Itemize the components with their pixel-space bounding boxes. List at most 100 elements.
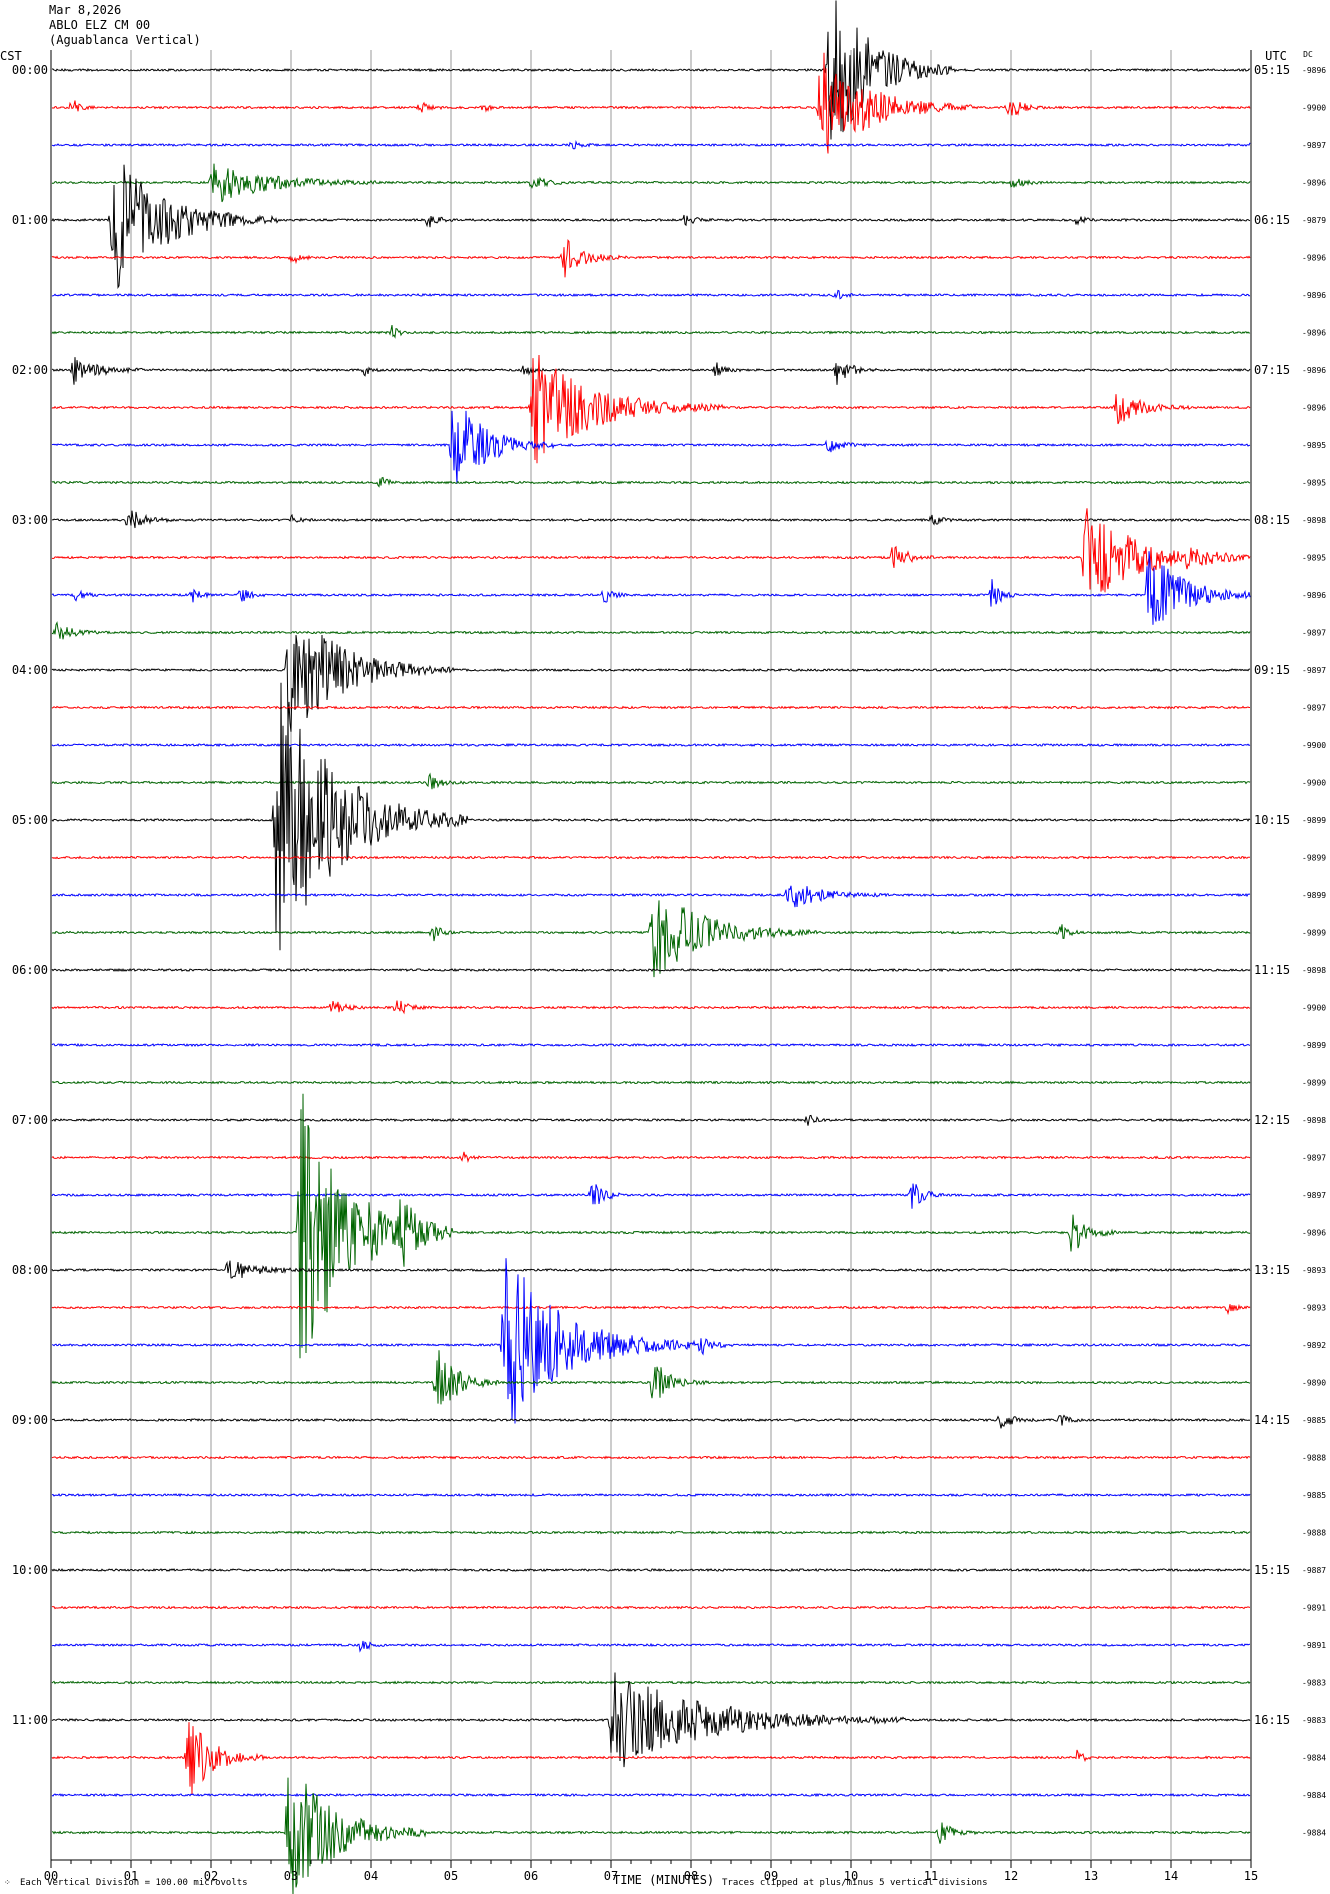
dc-offset-label: -9888 (1302, 1454, 1326, 1463)
dc-offset-label: -9899 (1302, 1041, 1326, 1050)
trace-line-black (51, 1260, 1251, 1279)
left-time-label: 11:00 (12, 1713, 48, 1727)
seismic-traces (51, 0, 1251, 1894)
trace-line-black (51, 634, 1251, 732)
trace-line-green (51, 1680, 1251, 1685)
dc-offset-label: -9884 (1302, 1791, 1326, 1800)
dc-offset-label: -9885 (1302, 1491, 1326, 1500)
right-timezone-label: UTC (1265, 49, 1287, 63)
x-tick-label: 05 (444, 1869, 458, 1883)
right-time-label: 06:15 (1254, 213, 1290, 227)
trace-line-blue (51, 1042, 1251, 1048)
dc-offset-label: -9896 (1302, 66, 1326, 75)
x-tick-label: 04 (364, 1869, 378, 1883)
trace-line-green (51, 900, 1251, 978)
trace-line-black (51, 357, 1251, 385)
trace-line-black (52, 0, 1251, 140)
left-time-label: 09:00 (12, 1413, 48, 1427)
dc-offset-label: -9879 (1302, 216, 1326, 225)
dc-offset-label: -9895 (1302, 479, 1326, 488)
dc-offset-label: -9897 (1302, 629, 1326, 638)
dc-offset-label: -9898 (1302, 1116, 1326, 1125)
trace-line-green (51, 1093, 1251, 1359)
right-time-label: 15:15 (1254, 1563, 1290, 1577)
trace-line-black (51, 967, 1251, 973)
trace-line-blue (51, 551, 1251, 625)
trace-line-red (51, 354, 1251, 464)
right-time-label: 16:15 (1254, 1713, 1290, 1727)
dc-offset-label: -9896 (1302, 179, 1326, 188)
left-time-label: 04:00 (12, 663, 48, 677)
trace-line-black (51, 1672, 1251, 1768)
trace-line-red (51, 1000, 1251, 1015)
trace-line-red (51, 1722, 1251, 1795)
dc-offset-label: -9884 (1302, 1829, 1326, 1838)
right-time-label: 07:15 (1254, 363, 1290, 377)
right-time-label: 10:15 (1254, 813, 1290, 827)
dc-offset-label: -9891 (1302, 1604, 1326, 1613)
trace-line-blue (51, 139, 1251, 150)
dc-offset-label: -9899 (1302, 929, 1326, 938)
dc-offset-label: -9897 (1302, 1191, 1326, 1200)
x-tick-label: 01 (124, 1869, 138, 1883)
x-tick-label: 14 (1164, 1869, 1178, 1883)
trace-line-black (51, 1114, 1251, 1126)
trace-line-blue (51, 1183, 1251, 1209)
dc-offset-label: -9883 (1302, 1679, 1326, 1688)
x-tick-label: 00 (44, 1869, 58, 1883)
dc-offset-label: -9899 (1302, 891, 1326, 900)
right-time-label: 09:15 (1254, 663, 1290, 677)
x-tick-label: 09 (764, 1869, 778, 1883)
left-time-label: 03:00 (12, 513, 48, 527)
dc-offset-label: -9895 (1302, 441, 1326, 450)
dc-offset-label: -9895 (1302, 554, 1326, 563)
dc-offset-label: -9899 (1302, 816, 1326, 825)
dc-offset-label: -9893 (1302, 1304, 1326, 1313)
trace-line-blue (51, 1640, 1251, 1653)
trace-line-black (51, 164, 1251, 290)
header-location: (Aguablanca Vertical) (49, 33, 201, 47)
right-time-label: 08:15 (1254, 513, 1290, 527)
trace-line-green (51, 1080, 1251, 1085)
scale-marker-icon: ⁘ (4, 1878, 11, 1887)
trace-line-red (51, 855, 1250, 860)
trace-line-green (51, 1530, 1251, 1535)
dc-offset-label: -9900 (1302, 741, 1326, 750)
dc-offset-label: -9891 (1302, 1641, 1326, 1650)
dc-offset-label: -9893 (1302, 1266, 1326, 1275)
x-tick-label: 13 (1084, 1869, 1098, 1883)
trace-line-red (51, 1605, 1251, 1610)
trace-line-blue (51, 885, 1251, 908)
trace-line-green (51, 1777, 1251, 1894)
dc-offset-label: -9885 (1302, 1416, 1326, 1425)
right-time-label: 05:15 (1254, 63, 1290, 77)
dc-offset-label: -9896 (1302, 254, 1326, 263)
trace-line-green (51, 476, 1251, 488)
dc-label: DC (1303, 50, 1313, 59)
x-tick-label: 06 (524, 1869, 538, 1883)
dc-offset-label: -9900 (1302, 104, 1326, 113)
trace-line-blue (51, 1492, 1251, 1498)
trace-line-blue (51, 1258, 1251, 1424)
dc-offset-label: -9898 (1302, 966, 1326, 975)
trace-line-blue (51, 1792, 1251, 1798)
trace-line-green (51, 163, 1251, 203)
left-time-label: 07:00 (12, 1113, 48, 1127)
right-time-label: 14:15 (1254, 1413, 1290, 1427)
dc-offset-label: -9899 (1302, 1079, 1326, 1088)
dc-offset-label: -9896 (1302, 366, 1326, 375)
trace-line-red (51, 238, 1251, 278)
trace-line-black (51, 510, 1251, 529)
left-time-label: 10:00 (12, 1563, 48, 1577)
plot-labels: 00 01 02 03 04 05 06 07 08 09 10 11 12 13 14 15 CST UTC DC… (0, 49, 1326, 1888)
trace-line-black (51, 1567, 1251, 1573)
dc-offset-label: -9896 (1302, 404, 1326, 413)
trace-line-blue (51, 742, 1251, 748)
x-tick-label: 12 (1004, 1869, 1018, 1883)
right-time-label: 13:15 (1254, 1263, 1290, 1277)
right-time-label: 11:15 (1254, 963, 1290, 977)
trace-line-red (51, 508, 1251, 593)
header-date: Mar 8,2026 (49, 3, 122, 17)
left-timezone-label: CST (0, 49, 22, 63)
